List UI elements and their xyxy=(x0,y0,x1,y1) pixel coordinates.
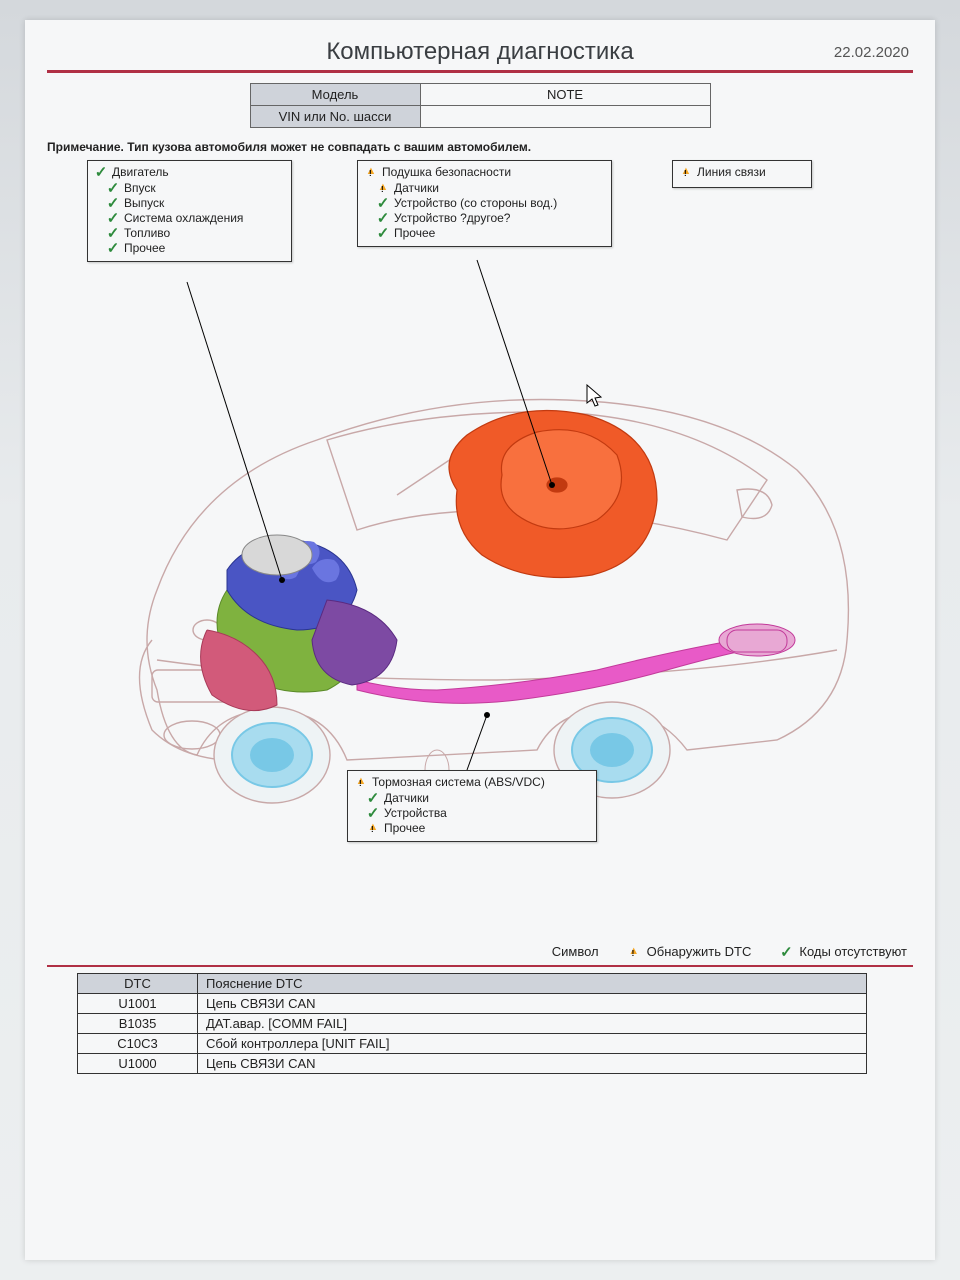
warning-icon xyxy=(366,821,380,835)
warning-icon xyxy=(364,165,378,179)
callout-title-row: Линия связи xyxy=(679,165,803,179)
legend-detected: Обнаружить DTC xyxy=(627,944,752,959)
legend-row: Символ Обнаружить DTC Коды отсутствуют xyxy=(47,944,907,959)
warning-icon xyxy=(679,165,693,179)
callout-item-label: Топливо xyxy=(124,226,170,240)
vehicle-info-table: Модель NOTE VIN или No. шасси xyxy=(250,83,711,128)
check-icon xyxy=(106,181,120,195)
callout-item: Топливо xyxy=(106,226,283,240)
legend-symbol-label: Символ xyxy=(552,944,599,959)
check-icon xyxy=(106,196,120,210)
callout-title-row: Подушка безопасности xyxy=(364,165,603,179)
vin-label: VIN или No. шасси xyxy=(250,106,420,128)
callout-item-label: Система охлаждения xyxy=(124,211,243,225)
check-icon xyxy=(106,241,120,255)
check-icon xyxy=(94,165,108,179)
legend-absent-label: Коды отсутствуют xyxy=(799,944,907,959)
dtc-col-desc: Пояснение DTC xyxy=(198,974,867,994)
callout-item: Прочее xyxy=(106,241,283,255)
legend-detected-label: Обнаружить DTC xyxy=(647,944,752,959)
divider xyxy=(47,70,913,73)
callout-title: Подушка безопасности xyxy=(382,165,511,179)
model-value: NOTE xyxy=(420,84,710,106)
dtc-row: C10C3Сбой контроллера [UNIT FAIL] xyxy=(78,1034,867,1054)
check-icon xyxy=(376,211,390,225)
callout-item-label: Датчики xyxy=(394,181,439,195)
note-text: Примечание. Тип кузова автомобиля может … xyxy=(47,140,913,154)
callout-item: Датчики xyxy=(376,181,603,195)
callout-title: Линия связи xyxy=(697,165,766,179)
dtc-code: U1001 xyxy=(78,994,198,1014)
dtc-desc: Сбой контроллера [UNIT FAIL] xyxy=(198,1034,867,1054)
dtc-row: B1035ДАТ.авар. [COMM FAIL] xyxy=(78,1014,867,1034)
callout-comm[interactable]: Линия связи xyxy=(672,160,812,188)
callout-title-row: Двигатель xyxy=(94,165,283,179)
dtc-col-code: DTC xyxy=(78,974,198,994)
check-icon xyxy=(779,945,793,959)
callout-airbag[interactable]: Подушка безопасности ДатчикиУстройство (с… xyxy=(357,160,612,247)
check-icon xyxy=(366,791,380,805)
header: Компьютерная диагностика 22.02.2020 xyxy=(47,38,913,66)
callout-engine[interactable]: Двигатель ВпускВыпускСистема охлажденияТо… xyxy=(87,160,292,262)
callout-item-label: Впуск xyxy=(124,181,156,195)
dtc-code: U1000 xyxy=(78,1054,198,1074)
report-date: 22.02.2020 xyxy=(834,44,909,61)
callout-item: Впуск xyxy=(106,181,283,195)
page: Компьютерная диагностика 22.02.2020 Моде… xyxy=(25,20,935,1260)
model-label: Модель xyxy=(250,84,420,106)
callout-brake[interactable]: Тормозная система (ABS/VDC) ДатчикиУстрой… xyxy=(347,770,597,842)
callout-item: Датчики xyxy=(366,791,588,805)
callout-item: Выпуск xyxy=(106,196,283,210)
dtc-desc: Цепь СВЯЗИ CAN xyxy=(198,1054,867,1074)
vin-value xyxy=(420,106,710,128)
callout-item: Устройство (со стороны вод.) xyxy=(376,196,603,210)
car-illustration xyxy=(97,340,867,840)
callout-item-label: Прочее xyxy=(394,226,435,240)
page-title: Компьютерная диагностика xyxy=(47,38,913,66)
dtc-code: B1035 xyxy=(78,1014,198,1034)
callout-item-label: Прочее xyxy=(384,821,425,835)
dtc-row: U1001Цепь СВЯЗИ CAN xyxy=(78,994,867,1014)
callout-item: Система охлаждения xyxy=(106,211,283,225)
callout-item-label: Прочее xyxy=(124,241,165,255)
callout-item: Прочее xyxy=(366,821,588,835)
legend-absent: Коды отсутствуют xyxy=(779,944,907,959)
check-icon xyxy=(106,226,120,240)
callout-item: Устройства xyxy=(366,806,588,820)
warning-icon xyxy=(354,775,368,789)
check-icon xyxy=(106,211,120,225)
callout-item-label: Устройство (со стороны вод.) xyxy=(394,196,557,210)
dtc-table: DTC Пояснение DTC U1001Цепь СВЯЗИ CANB10… xyxy=(77,973,867,1074)
check-icon xyxy=(376,196,390,210)
check-icon xyxy=(366,806,380,820)
dtc-row: U1000Цепь СВЯЗИ CAN xyxy=(78,1054,867,1074)
callout-item-label: Устройство ?другое? xyxy=(394,211,510,225)
callout-item-label: Датчики xyxy=(384,791,429,805)
callout-title: Двигатель xyxy=(112,165,169,179)
callout-item-label: Выпуск xyxy=(124,196,164,210)
warning-icon xyxy=(376,181,390,195)
callout-title: Тормозная система (ABS/VDC) xyxy=(372,775,545,789)
warning-icon xyxy=(627,945,641,959)
callout-item: Прочее xyxy=(376,226,603,240)
callout-item: Устройство ?другое? xyxy=(376,211,603,225)
dtc-desc: Цепь СВЯЗИ CAN xyxy=(198,994,867,1014)
dtc-desc: ДАТ.авар. [COMM FAIL] xyxy=(198,1014,867,1034)
callout-item-label: Устройства xyxy=(384,806,447,820)
check-icon xyxy=(376,226,390,240)
dtc-code: C10C3 xyxy=(78,1034,198,1054)
callout-title-row: Тормозная система (ABS/VDC) xyxy=(354,775,588,789)
divider xyxy=(47,965,913,967)
diagram-area: ДвигательВпускВыпускСистема охлажденияТо… xyxy=(47,160,913,940)
